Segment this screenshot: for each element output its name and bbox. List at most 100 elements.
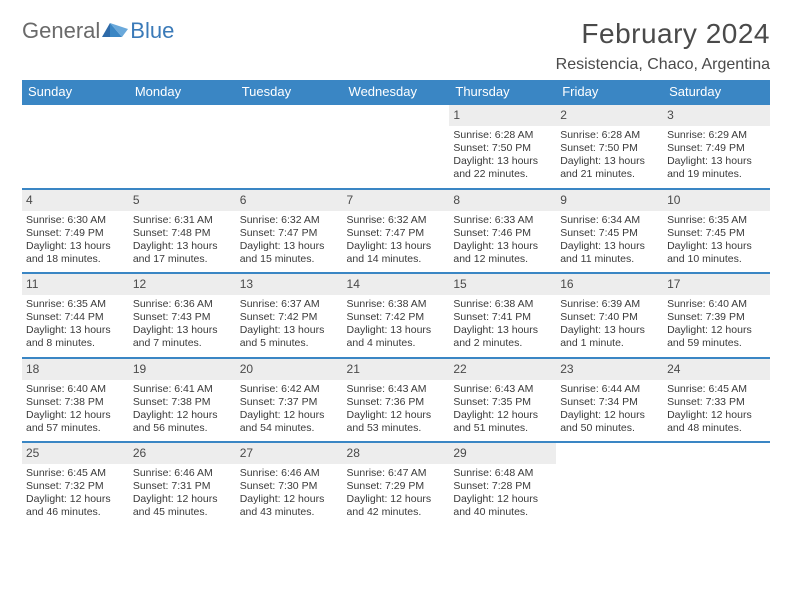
day-number: 9	[556, 190, 663, 211]
daylight1-text: Daylight: 13 hours	[560, 155, 659, 168]
daylight2-text: and 4 minutes.	[347, 337, 446, 350]
daylight2-text: and 2 minutes.	[453, 337, 552, 350]
weekday-header: Tuesday	[236, 80, 343, 104]
calendar-cell: 16Sunrise: 6:39 AMSunset: 7:40 PMDayligh…	[556, 273, 663, 358]
day-number: 11	[22, 274, 129, 295]
calendar-header: SundayMondayTuesdayWednesdayThursdayFrid…	[22, 80, 770, 104]
calendar-cell: 6Sunrise: 6:32 AMSunset: 7:47 PMDaylight…	[236, 189, 343, 274]
calendar-cell-empty	[556, 442, 663, 526]
daylight2-text: and 12 minutes.	[453, 253, 552, 266]
sunrise-text: Sunrise: 6:35 AM	[667, 214, 766, 227]
sunset-text: Sunset: 7:32 PM	[26, 480, 125, 493]
daylight1-text: Daylight: 13 hours	[133, 240, 232, 253]
daylight2-text: and 22 minutes.	[453, 168, 552, 181]
daylight1-text: Daylight: 12 hours	[133, 493, 232, 506]
weekday-header: Saturday	[663, 80, 770, 104]
daylight1-text: Daylight: 12 hours	[453, 409, 552, 422]
calendar-cell: 3Sunrise: 6:29 AMSunset: 7:49 PMDaylight…	[663, 104, 770, 189]
daylight2-text: and 46 minutes.	[26, 506, 125, 519]
sunset-text: Sunset: 7:33 PM	[667, 396, 766, 409]
daylight1-text: Daylight: 13 hours	[453, 155, 552, 168]
day-number: 5	[129, 190, 236, 211]
daylight2-text: and 59 minutes.	[667, 337, 766, 350]
sunset-text: Sunset: 7:44 PM	[26, 311, 125, 324]
sunset-text: Sunset: 7:31 PM	[133, 480, 232, 493]
day-number: 8	[449, 190, 556, 211]
calendar-cell: 25Sunrise: 6:45 AMSunset: 7:32 PMDayligh…	[22, 442, 129, 526]
calendar-table: SundayMondayTuesdayWednesdayThursdayFrid…	[22, 80, 770, 526]
sunset-text: Sunset: 7:48 PM	[133, 227, 232, 240]
sunrise-text: Sunrise: 6:40 AM	[667, 298, 766, 311]
daylight2-text: and 5 minutes.	[240, 337, 339, 350]
daylight2-text: and 15 minutes.	[240, 253, 339, 266]
daylight1-text: Daylight: 12 hours	[667, 409, 766, 422]
daylight1-text: Daylight: 13 hours	[667, 155, 766, 168]
day-number: 10	[663, 190, 770, 211]
sunrise-text: Sunrise: 6:41 AM	[133, 383, 232, 396]
day-number: 12	[129, 274, 236, 295]
page-title: February 2024	[556, 18, 770, 50]
logo-text-general: General	[22, 18, 100, 44]
weekday-header: Friday	[556, 80, 663, 104]
calendar-cell: 20Sunrise: 6:42 AMSunset: 7:37 PMDayligh…	[236, 358, 343, 443]
daylight2-text: and 10 minutes.	[667, 253, 766, 266]
logo-text-blue: Blue	[130, 18, 174, 44]
daylight1-text: Daylight: 12 hours	[26, 493, 125, 506]
calendar-body: 1Sunrise: 6:28 AMSunset: 7:50 PMDaylight…	[22, 104, 770, 526]
daylight1-text: Daylight: 13 hours	[240, 240, 339, 253]
calendar-cell: 23Sunrise: 6:44 AMSunset: 7:34 PMDayligh…	[556, 358, 663, 443]
sunrise-text: Sunrise: 6:28 AM	[560, 129, 659, 142]
sunset-text: Sunset: 7:30 PM	[240, 480, 339, 493]
daylight1-text: Daylight: 13 hours	[347, 324, 446, 337]
sunrise-text: Sunrise: 6:38 AM	[453, 298, 552, 311]
sunset-text: Sunset: 7:37 PM	[240, 396, 339, 409]
day-number: 27	[236, 443, 343, 464]
day-number: 28	[343, 443, 450, 464]
sunset-text: Sunset: 7:46 PM	[453, 227, 552, 240]
calendar-cell: 18Sunrise: 6:40 AMSunset: 7:38 PMDayligh…	[22, 358, 129, 443]
daylight1-text: Daylight: 12 hours	[453, 493, 552, 506]
sunset-text: Sunset: 7:50 PM	[453, 142, 552, 155]
daylight1-text: Daylight: 12 hours	[26, 409, 125, 422]
sunset-text: Sunset: 7:41 PM	[453, 311, 552, 324]
sunrise-text: Sunrise: 6:45 AM	[26, 467, 125, 480]
daylight2-text: and 11 minutes.	[560, 253, 659, 266]
sunset-text: Sunset: 7:28 PM	[453, 480, 552, 493]
daylight1-text: Daylight: 12 hours	[240, 409, 339, 422]
calendar-cell: 26Sunrise: 6:46 AMSunset: 7:31 PMDayligh…	[129, 442, 236, 526]
daylight2-text: and 17 minutes.	[133, 253, 232, 266]
daylight1-text: Daylight: 13 hours	[560, 240, 659, 253]
logo-icon	[102, 19, 128, 44]
calendar-cell-empty	[663, 442, 770, 526]
daylight1-text: Daylight: 13 hours	[240, 324, 339, 337]
day-number: 18	[22, 359, 129, 380]
sunrise-text: Sunrise: 6:46 AM	[240, 467, 339, 480]
daylight2-text: and 14 minutes.	[347, 253, 446, 266]
sunset-text: Sunset: 7:35 PM	[453, 396, 552, 409]
daylight2-text: and 21 minutes.	[560, 168, 659, 181]
calendar-cell: 11Sunrise: 6:35 AMSunset: 7:44 PMDayligh…	[22, 273, 129, 358]
daylight2-text: and 18 minutes.	[26, 253, 125, 266]
day-number: 13	[236, 274, 343, 295]
calendar-cell: 14Sunrise: 6:38 AMSunset: 7:42 PMDayligh…	[343, 273, 450, 358]
weekday-header: Sunday	[22, 80, 129, 104]
day-number: 7	[343, 190, 450, 211]
sunrise-text: Sunrise: 6:32 AM	[347, 214, 446, 227]
weekday-header: Monday	[129, 80, 236, 104]
sunrise-text: Sunrise: 6:43 AM	[453, 383, 552, 396]
daylight1-text: Daylight: 12 hours	[667, 324, 766, 337]
sunset-text: Sunset: 7:45 PM	[560, 227, 659, 240]
day-number: 23	[556, 359, 663, 380]
sunset-text: Sunset: 7:29 PM	[347, 480, 446, 493]
calendar-cell-empty	[22, 104, 129, 189]
day-number: 4	[22, 190, 129, 211]
daylight2-text: and 19 minutes.	[667, 168, 766, 181]
calendar-cell: 10Sunrise: 6:35 AMSunset: 7:45 PMDayligh…	[663, 189, 770, 274]
day-number: 15	[449, 274, 556, 295]
sunrise-text: Sunrise: 6:38 AM	[347, 298, 446, 311]
day-number: 6	[236, 190, 343, 211]
sunrise-text: Sunrise: 6:28 AM	[453, 129, 552, 142]
daylight2-text: and 1 minute.	[560, 337, 659, 350]
sunset-text: Sunset: 7:42 PM	[347, 311, 446, 324]
daylight2-text: and 56 minutes.	[133, 422, 232, 435]
